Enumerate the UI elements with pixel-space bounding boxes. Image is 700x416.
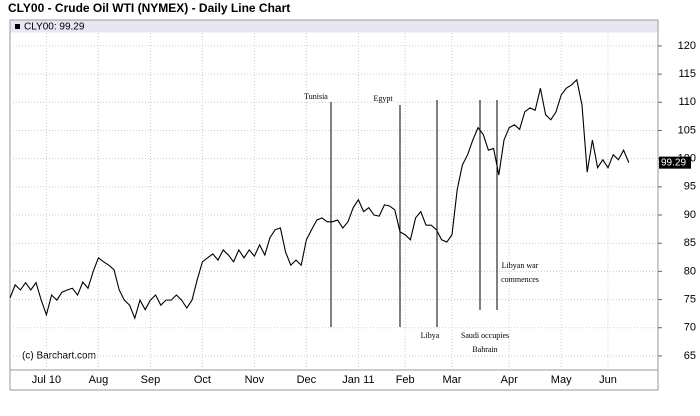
annotation-text: Bahrain [472, 345, 497, 354]
x-tick-label: May [551, 374, 572, 386]
annotation-text: commences [501, 275, 539, 284]
y-tick-label: 90 [684, 209, 696, 221]
x-tick-label: Dec [297, 374, 317, 386]
annotation-text: Libyan war [502, 261, 539, 270]
annotation-text: Egypt [373, 94, 393, 103]
x-tick-label: Feb [396, 374, 415, 386]
annotation-text: Saudi occupies [461, 331, 509, 340]
annotation-text: Tunisia [304, 92, 328, 101]
legend-band [10, 20, 658, 33]
y-tick-label: 80 [684, 265, 696, 277]
x-tick-label: Jan 11 [342, 374, 374, 386]
y-tick-label: 115 [678, 68, 696, 80]
x-tick-label: Jun [599, 374, 617, 386]
x-tick-label: Nov [245, 374, 265, 386]
y-tick-label: 65 [684, 350, 696, 362]
legend-label: CLY00: 99.29 [24, 22, 85, 33]
x-tick-label: Sep [141, 374, 161, 386]
x-tick-label: Mar [443, 374, 462, 386]
x-tick-label: Jul 10 [32, 374, 61, 386]
x-tick-label: Oct [194, 374, 211, 386]
legend-swatch [15, 24, 20, 29]
y-tick-label: 105 [678, 124, 696, 136]
y-tick-label: 75 [684, 293, 696, 305]
last-value-box [659, 156, 691, 169]
y-tick-label: 70 [684, 322, 696, 334]
y-tick-label: 85 [684, 237, 696, 249]
x-tick-label: Aug [89, 374, 109, 386]
price-line [9, 78, 630, 320]
x-tick-label: Apr [501, 374, 518, 386]
last-value-label: 99.29 [661, 157, 686, 168]
y-tick-label: 120 [678, 40, 696, 52]
x-axis-band [9, 369, 659, 391]
chart-title: CLY00 - Crude Oil WTI (NYMEX) - Daily Li… [8, 1, 290, 15]
annotation-text: Libya [421, 331, 440, 340]
y-tick-label: 95 [684, 181, 696, 193]
y-tick-label: 110 [678, 96, 696, 108]
